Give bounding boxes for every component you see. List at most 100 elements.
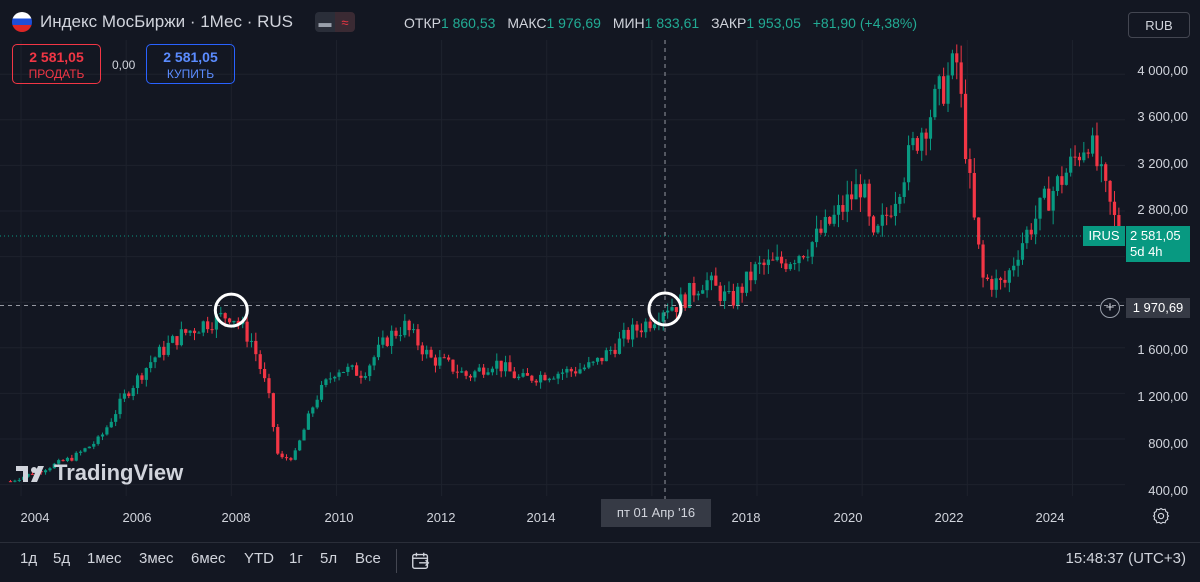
candle-body [942, 76, 946, 104]
candle-body [556, 373, 560, 379]
candle-body [433, 357, 438, 366]
price-axis-label: 1 600,00 [1137, 342, 1188, 357]
candle-body [1020, 243, 1025, 260]
candle-body [591, 361, 595, 363]
timeframe-6m[interactable]: 6мес [191, 550, 226, 567]
candle-body [293, 450, 297, 460]
candle-body [1051, 191, 1055, 211]
candle-body [753, 264, 757, 281]
candle-body [276, 427, 280, 454]
candle-body [722, 291, 727, 301]
timeframe-5d[interactable]: 5д [53, 550, 71, 567]
candle-body [582, 367, 587, 370]
candle-body [52, 463, 56, 469]
add-alert-button[interactable]: + [1100, 298, 1120, 318]
candle-body [482, 367, 486, 375]
candle-body [473, 371, 477, 378]
candle-body [381, 337, 385, 345]
candle-body [227, 318, 232, 323]
gear-icon[interactable] [1152, 507, 1170, 525]
spread-value: 0,00 [112, 58, 136, 72]
candle-body [346, 366, 350, 372]
candle-body [420, 345, 424, 355]
candle-body [758, 262, 762, 265]
symbol-title: Индекс МосБиржи · 1Мес · RUS [40, 12, 293, 31]
candle-body [552, 378, 556, 380]
candle-body [17, 479, 21, 481]
candle-body [547, 378, 551, 381]
candle-body [363, 376, 367, 378]
candle-body [503, 362, 508, 372]
timeframe-all[interactable]: Все [355, 550, 381, 567]
candle-body [464, 371, 468, 376]
wave-icon[interactable]: ≈ [334, 12, 355, 32]
candle-body [517, 376, 521, 379]
buy-button[interactable]: 2 581,05 КУПИТЬ [146, 44, 235, 84]
candle-body [508, 362, 512, 372]
timeframe-1d[interactable]: 1д [20, 550, 38, 567]
candle-body [188, 330, 192, 333]
candle-body [411, 329, 416, 331]
candle-body [850, 194, 854, 200]
timeframe-1m[interactable]: 1мес [87, 550, 122, 567]
candle-body [981, 244, 985, 278]
close-label: ЗАКР [711, 15, 747, 31]
candle-body [1077, 156, 1082, 161]
time-axis-label: 2008 [221, 510, 251, 525]
highlight-circle [213, 292, 249, 328]
russia-flag-icon [12, 12, 32, 32]
last-price: 2 581,05 [1130, 228, 1181, 243]
symbol-header[interactable]: Индекс МосБиржи · 1Мес · RUS ▬ ≈ [12, 12, 355, 32]
candle-body [543, 374, 547, 381]
candle-body [626, 329, 630, 340]
candle-body [65, 457, 70, 462]
candle-body [425, 349, 429, 355]
candle-body [560, 372, 565, 374]
candle-body [744, 271, 749, 293]
timeframe-3m[interactable]: 3мес [139, 550, 174, 567]
candle-body [1086, 152, 1090, 154]
candle-body [709, 275, 714, 281]
candle-body [867, 183, 871, 217]
currency-select[interactable]: RUB [1128, 12, 1190, 38]
candle-body [355, 365, 359, 376]
candle-body [118, 398, 122, 415]
symbol-price-tag: IRUS [1083, 226, 1125, 246]
candle-body [249, 340, 254, 342]
high-label: МАКС [507, 15, 547, 31]
candle-body [30, 473, 35, 475]
crosshair-date-tag: пт 01 Апр '16 [601, 499, 711, 527]
timeframe-5y[interactable]: 5л [320, 550, 338, 567]
candle-body [946, 75, 950, 104]
timeframe-1y[interactable]: 1г [289, 550, 303, 567]
timeframe-ytd[interactable]: YTD [244, 550, 274, 567]
candle-body [661, 312, 665, 322]
candle-body [994, 278, 998, 290]
calendar-goto-icon[interactable] [410, 550, 432, 572]
candle-body [1104, 164, 1108, 181]
candle-body [963, 93, 968, 160]
candle-body [376, 344, 381, 358]
candle-body [486, 372, 490, 375]
minus-icon[interactable]: ▬ [314, 12, 335, 32]
chart-toggle[interactable]: ▬ ≈ [314, 12, 355, 32]
candle-body [105, 427, 109, 435]
candle-body [525, 373, 530, 376]
candle-body [731, 291, 735, 306]
candle-body [644, 321, 648, 333]
bottom-toolbar: 1д 5д 1мес 3мес 6мес YTD 1г 5л Все 15:48… [0, 542, 1200, 582]
candle-body [1112, 201, 1117, 216]
candle-body [674, 307, 679, 313]
candle-body [832, 214, 836, 224]
candle-body [1025, 229, 1029, 244]
sell-button[interactable]: 2 581,05 ПРОДАТЬ [12, 44, 101, 84]
clock: 15:48:37 (UTC+3) [1065, 550, 1186, 567]
candle-body [985, 277, 990, 280]
candle-body [171, 336, 175, 343]
logo-text: TradingView [54, 460, 184, 485]
candle-body [911, 138, 915, 146]
candle-body [604, 350, 608, 362]
candle-body [289, 458, 293, 460]
time-axis-label: 2004 [20, 510, 50, 525]
